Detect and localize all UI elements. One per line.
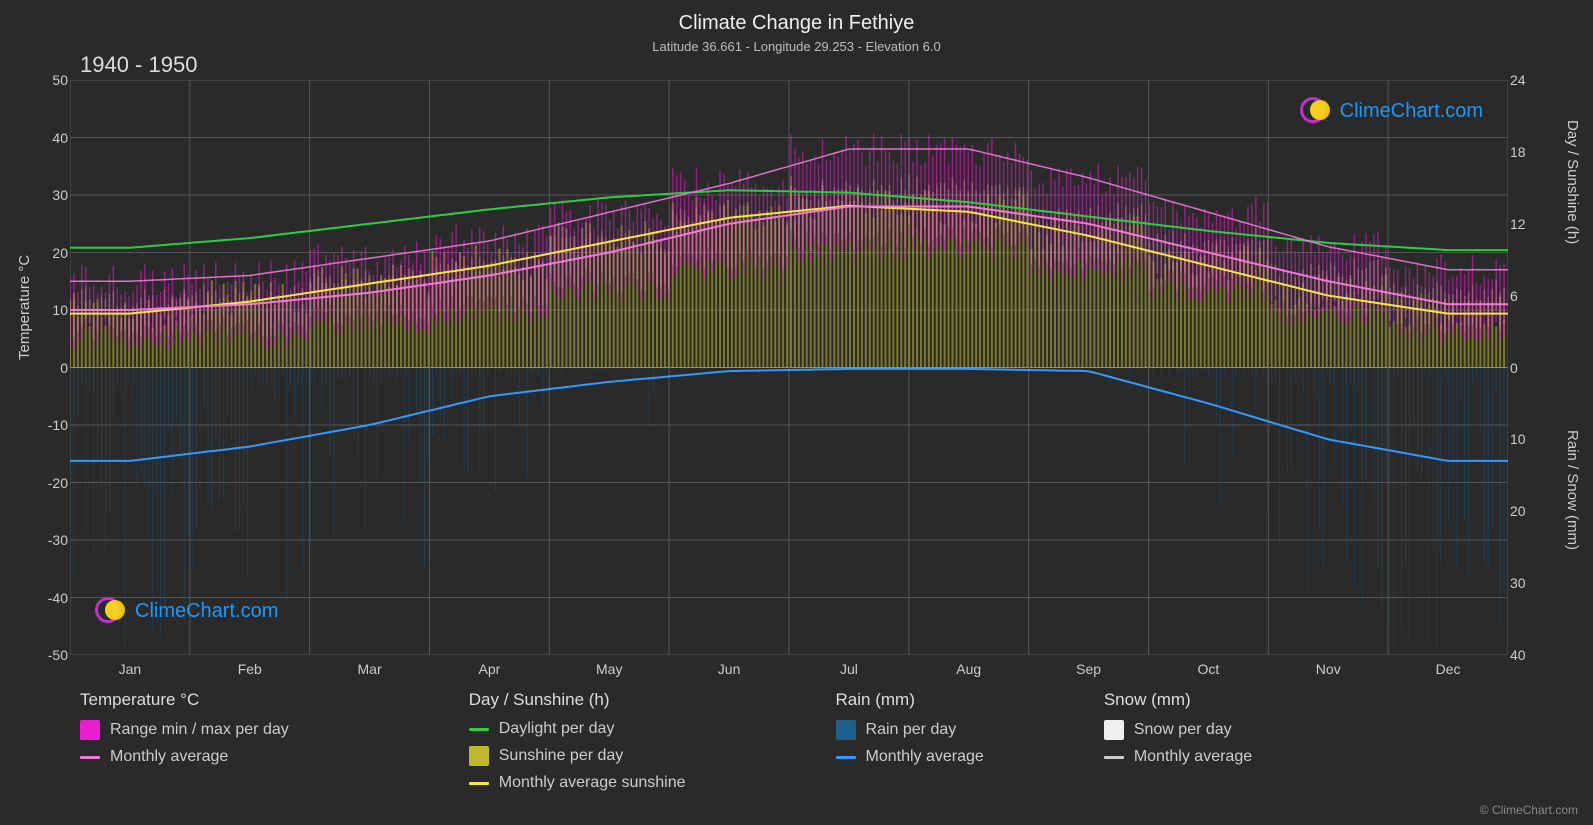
legend-item: Sunshine per day: [469, 746, 686, 766]
legend-item: Monthly average: [836, 748, 984, 766]
swatch-line-icon: [1104, 756, 1124, 759]
swatch-line-icon: [469, 782, 489, 785]
legend-item: Monthly average: [1104, 748, 1252, 766]
legend-day: Day / Sunshine (h) Daylight per day Suns…: [469, 690, 686, 792]
chart-subtitle: Latitude 36.661 - Longitude 29.253 - Ele…: [0, 35, 1593, 54]
legend-rain: Rain (mm) Rain per day Monthly average: [836, 690, 984, 792]
y-axis-right-bottom-label: Rain / Snow (mm): [1564, 430, 1581, 550]
swatch-icon: [80, 720, 100, 740]
data-series: [70, 80, 1508, 655]
legend-item: Snow per day: [1104, 720, 1252, 740]
watermark-text: ClimeChart.com: [135, 600, 278, 623]
legend-item: Range min / max per day: [80, 720, 289, 740]
legend-item: Monthly average: [80, 748, 289, 766]
watermark-bottom: ClimeChart.com: [95, 595, 278, 627]
legend-item: Daylight per day: [469, 720, 686, 738]
swatch-icon: [469, 746, 489, 766]
swatch-line-icon: [80, 756, 100, 759]
legend-temp: Temperature °C Range min / max per day M…: [80, 690, 289, 792]
legend-item: Monthly average sunshine: [469, 774, 686, 792]
logo-icon: [95, 595, 127, 627]
year-range-label: 1940 - 1950: [80, 52, 197, 78]
legend-item: Rain per day: [836, 720, 984, 740]
legend-title: Day / Sunshine (h): [469, 690, 686, 710]
legend-snow: Snow (mm) Snow per day Monthly average: [1104, 690, 1252, 792]
y-axis-left-label: Temperature °C: [16, 255, 33, 360]
watermark-text: ClimeChart.com: [1340, 100, 1483, 123]
plot-area: [70, 80, 1508, 655]
chart-title: Climate Change in Fethiye: [0, 0, 1593, 35]
logo-icon: [1300, 95, 1332, 127]
watermark-top: ClimeChart.com: [1300, 95, 1483, 127]
swatch-line-icon: [469, 728, 489, 731]
legend-title: Snow (mm): [1104, 690, 1252, 710]
legend: Temperature °C Range min / max per day M…: [80, 690, 1553, 792]
legend-title: Rain (mm): [836, 690, 984, 710]
copyright: © ClimeChart.com: [1480, 803, 1578, 817]
swatch-icon: [1104, 720, 1124, 740]
y-axis-right-top-label: Day / Sunshine (h): [1564, 120, 1581, 244]
legend-title: Temperature °C: [80, 690, 289, 710]
climate-chart: Climate Change in Fethiye Latitude 36.66…: [0, 0, 1593, 825]
swatch-line-icon: [836, 756, 856, 759]
swatch-icon: [836, 720, 856, 740]
